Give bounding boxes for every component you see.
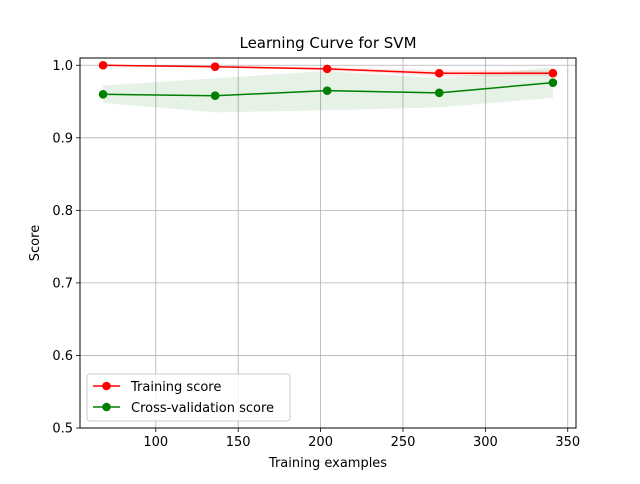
y-axis-label: Score xyxy=(28,225,43,261)
legend-marker-cross-validation xyxy=(102,402,111,412)
legend-label-training: Training score xyxy=(130,380,221,395)
y-tick-label: 0.5 xyxy=(52,422,73,437)
plot-frame xyxy=(79,57,577,429)
point-cross-validation xyxy=(210,91,220,101)
y-tick-label: 0.8 xyxy=(52,204,73,219)
chart-title: Learning Curve for SVM xyxy=(239,34,416,52)
grid xyxy=(80,58,576,429)
x-axis-label: Training examples xyxy=(268,456,387,471)
point-training xyxy=(210,62,220,72)
x-tick-label: 350 xyxy=(555,435,580,450)
legend-marker-training xyxy=(102,381,111,391)
legend: Training score Cross-validation score xyxy=(86,373,291,422)
point-training xyxy=(434,68,444,78)
x-tick-label: 100 xyxy=(143,435,168,450)
point-cross-validation xyxy=(322,86,332,95)
y-tick-label: 0.9 xyxy=(52,131,73,146)
x-tick-label: 250 xyxy=(391,435,416,450)
point-cross-validation xyxy=(434,88,444,98)
x-tick-label: 200 xyxy=(308,435,333,450)
x-tick-label: 300 xyxy=(473,435,498,450)
y-tick-label: 0.6 xyxy=(52,349,73,364)
x-tick-label: 150 xyxy=(226,435,251,450)
legend-label-cross-validation: Cross-validation score xyxy=(131,401,274,416)
y-tick-label: 0.7 xyxy=(52,276,73,291)
y-tick-label: 1.0 xyxy=(52,59,73,74)
point-cross-validation xyxy=(98,89,108,99)
series-points xyxy=(98,60,558,101)
point-training xyxy=(548,68,558,78)
point-cross-validation xyxy=(548,78,558,87)
point-training xyxy=(98,60,108,70)
legend-box xyxy=(86,373,291,422)
axis-ticks: 100 150 200 250 300 350 0.5 0.6 0.7 0.8 0.9 1.0 xyxy=(52,59,580,450)
point-training xyxy=(322,64,332,74)
